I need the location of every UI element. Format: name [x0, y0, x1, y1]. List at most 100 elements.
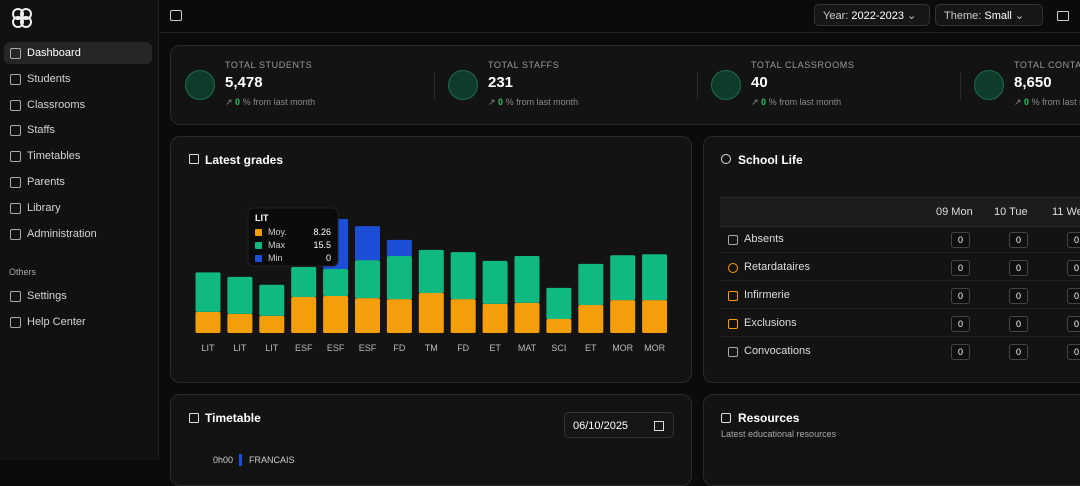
nav-item[interactable]: Parents — [4, 171, 152, 193]
bar-segment — [514, 255, 540, 303]
label: Theme: — [944, 10, 982, 22]
date-input[interactable]: 06/10/2025 — [564, 412, 674, 438]
bar-segment — [610, 300, 636, 333]
tooltip-title: LIT — [255, 213, 269, 223]
change-text: % from last month — [242, 97, 316, 107]
tooltip-swatch — [255, 229, 262, 236]
row-icon — [728, 347, 738, 357]
bar-segment — [642, 300, 668, 333]
x-tick-label: ET — [585, 343, 597, 353]
bar-segment — [355, 298, 380, 333]
stat-label: TOTAL STAFFS — [488, 60, 560, 70]
bar-segment — [291, 297, 317, 333]
stat-label: TOTAL STUDENTS — [225, 60, 313, 70]
x-tick-label: FD — [393, 343, 405, 353]
stat: TOTAL STAFFS 231 ↗ 0 % from last month — [448, 46, 698, 124]
row-label: Convocations — [744, 345, 811, 357]
icon — [10, 48, 21, 59]
row-icon — [728, 291, 738, 301]
label: Help Center — [27, 316, 86, 328]
bar-segment — [195, 272, 221, 312]
count-badge: 0 — [1009, 316, 1028, 332]
row-label: Exclusions — [744, 317, 797, 329]
bar-segment — [323, 268, 349, 297]
icon — [189, 413, 199, 423]
bar-segment — [546, 318, 572, 333]
x-tick-label: FD — [457, 343, 469, 353]
bar-segment — [578, 263, 604, 305]
nav-item[interactable]: Dashboard — [4, 42, 152, 64]
stat-icon — [974, 70, 1004, 100]
x-tick-label: MOR — [612, 343, 633, 353]
grades-card: Latest grades LIT LIT LIT ESF ESF ESF FD TM FD ET… — [170, 136, 692, 383]
bar-segment — [450, 299, 476, 333]
bar-segment — [418, 249, 444, 293]
bar-segment — [610, 255, 636, 301]
divider — [697, 72, 698, 100]
count-badge: 0 — [1067, 232, 1080, 248]
stat: TOTAL CLASSROOMS 40 ↗ 0 % from last month — [711, 46, 961, 124]
change: 0 — [235, 97, 241, 107]
stat-icon — [448, 70, 478, 100]
x-tick-label: SCI — [551, 343, 566, 353]
bar-segment — [514, 302, 540, 333]
tooltip-box — [247, 207, 339, 267]
icon — [189, 154, 199, 164]
label: Dashboard — [27, 47, 81, 59]
bar-segment — [355, 260, 380, 299]
entry-subject: FRANCAIS — [249, 455, 295, 465]
nav-item[interactable]: Timetables — [4, 145, 152, 167]
count-badge: 0 — [951, 260, 970, 276]
stat-icon — [185, 70, 215, 100]
nav-item[interactable]: Help Center — [4, 311, 152, 333]
bar-segment — [291, 266, 317, 298]
card-title: School Life — [738, 153, 803, 167]
page: Others Dashboard Students Classrooms Staffs… — [4, 0, 1080, 486]
stat-value: 5,478 — [225, 74, 263, 91]
icon — [10, 151, 21, 163]
label: Administration — [27, 227, 97, 240]
nav-item[interactable]: Classrooms — [4, 94, 152, 116]
sidebar-toggle[interactable] — [170, 10, 182, 21]
count-badge: 0 — [951, 316, 970, 332]
theme-select[interactable]: Theme: Small ⌄ — [935, 4, 1043, 26]
icon — [10, 177, 21, 188]
row-divider — [720, 308, 1080, 309]
label: Students — [27, 72, 71, 85]
count-badge: 0 — [1009, 232, 1028, 248]
count-badge: 0 — [1067, 344, 1080, 360]
chart: LIT LIT LIT ESF ESF ESF FD TM FD ET MAT SCI ET MOR MOR… — [195, 207, 668, 353]
logo — [12, 8, 32, 28]
nav-item[interactable]: Staffs — [4, 119, 152, 141]
stat-change: ↗ 0 % from last month — [488, 97, 579, 107]
stat: TOTAL STUDENTS 5,478 ↗ 0 % from last month — [185, 46, 435, 124]
bar-segment — [386, 255, 412, 300]
nav-item[interactable]: Settings — [4, 285, 152, 307]
divider — [434, 72, 435, 100]
nav-item[interactable]: Library — [4, 197, 152, 219]
entry-time: 0h00 — [213, 455, 234, 465]
change: 0 — [761, 97, 767, 107]
row-divider — [720, 252, 1080, 253]
nav-item[interactable]: Administration — [4, 223, 152, 245]
mail-button[interactable] — [1057, 11, 1069, 21]
school-life-card: School Life 09 Mon 10 Tue 11 Wed Absents 0 0 0… — [703, 136, 1080, 383]
bar-segment — [450, 252, 476, 300]
nav-item[interactable]: Students — [4, 68, 152, 90]
year-select[interactable]: Year: 2022-2023 ⌄ — [814, 4, 930, 26]
stat-change: ↗ 0 % from last month — [225, 97, 316, 107]
row-label: Infirmerie — [744, 289, 790, 301]
label: Year: — [823, 10, 849, 22]
icon — [10, 99, 21, 111]
bar-segment — [482, 260, 508, 304]
tooltip-value: 0 — [326, 253, 331, 263]
row-icon — [728, 263, 738, 273]
table-header — [720, 197, 1080, 227]
count-badge: 0 — [1067, 288, 1080, 304]
row-divider — [720, 280, 1080, 281]
value: 2022-2023 — [851, 10, 904, 22]
label: Library — [27, 201, 61, 214]
stats-card: TOTAL STUDENTS 5,478 ↗ 0 % from last month… — [170, 45, 1080, 125]
bar-segment — [323, 296, 349, 333]
icon — [10, 317, 21, 328]
